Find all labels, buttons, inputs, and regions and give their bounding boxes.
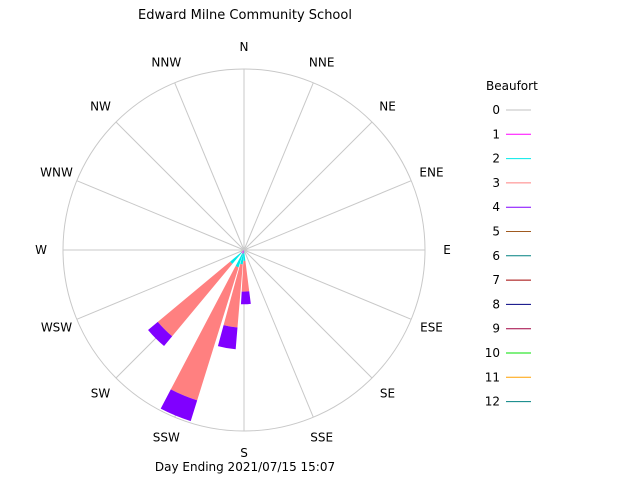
legend-label: 11 [485,370,500,384]
direction-label: NW [90,100,111,114]
bar-segment [240,253,244,265]
grid-spoke [76,180,245,251]
direction-label: NNW [151,56,181,70]
bar-segment [243,250,244,254]
direction-label: SW [91,387,111,401]
grid-spoke [76,249,245,320]
legend-label: 5 [492,225,500,239]
direction-label: NE [379,100,396,114]
chart-footer: Day Ending 2021/07/15 15:07 [155,460,335,474]
bar-segment [157,261,233,337]
legend-title: Beaufort [486,79,538,93]
bar-segment [235,253,243,268]
legend-label: 12 [485,395,500,409]
legend-label: 6 [492,249,500,263]
bar-segment [170,266,239,401]
bar-segment [217,325,238,350]
direction-label: N [240,40,249,54]
direction-labels: N NNE NE ENE E ESE SE SSE S SSW SW WSW W WNW NW NNW [35,40,451,460]
direction-label: SSW [153,431,180,445]
direction-label: S [240,446,248,460]
grid-spoke [243,249,314,418]
direction-label: ESE [420,321,443,335]
direction-label: WSW [41,321,72,335]
grid-spoke [243,82,314,251]
chart-title: Edward Milne Community School [138,8,352,23]
wind-bars [148,250,251,422]
direction-label: W [35,243,47,257]
bar-segment [240,291,251,305]
legend-label: 0 [492,103,500,117]
bar-segment [242,250,244,254]
bar-segment [223,263,243,328]
direction-label: SSE [310,431,333,445]
bar-segment [148,321,173,346]
direction-label: NNE [309,56,335,70]
legend-label: 2 [492,152,500,166]
grid-spoke [115,121,245,251]
bar-segment [243,250,246,261]
grid-spoke [243,121,373,251]
legend-label: 7 [492,273,500,287]
bar-segment [160,389,198,422]
grid-spoke [243,249,373,379]
legend-label: 8 [492,297,500,311]
legend-label: 4 [492,200,500,214]
grid-spoke [174,82,245,251]
bar-segment [241,260,250,292]
legend-label: 10 [485,346,500,360]
grid-spoke [243,180,412,251]
legend-label: 1 [492,127,500,141]
direction-label: ENE [419,165,443,179]
bar-segment [230,252,242,264]
direction-label: E [443,243,451,257]
bar-segment [241,250,244,253]
direction-label: SE [380,387,395,401]
legend-label: 9 [492,322,500,336]
grid-spoke [243,249,412,320]
direction-label: WNW [40,165,73,179]
legend-label: 3 [492,176,500,190]
